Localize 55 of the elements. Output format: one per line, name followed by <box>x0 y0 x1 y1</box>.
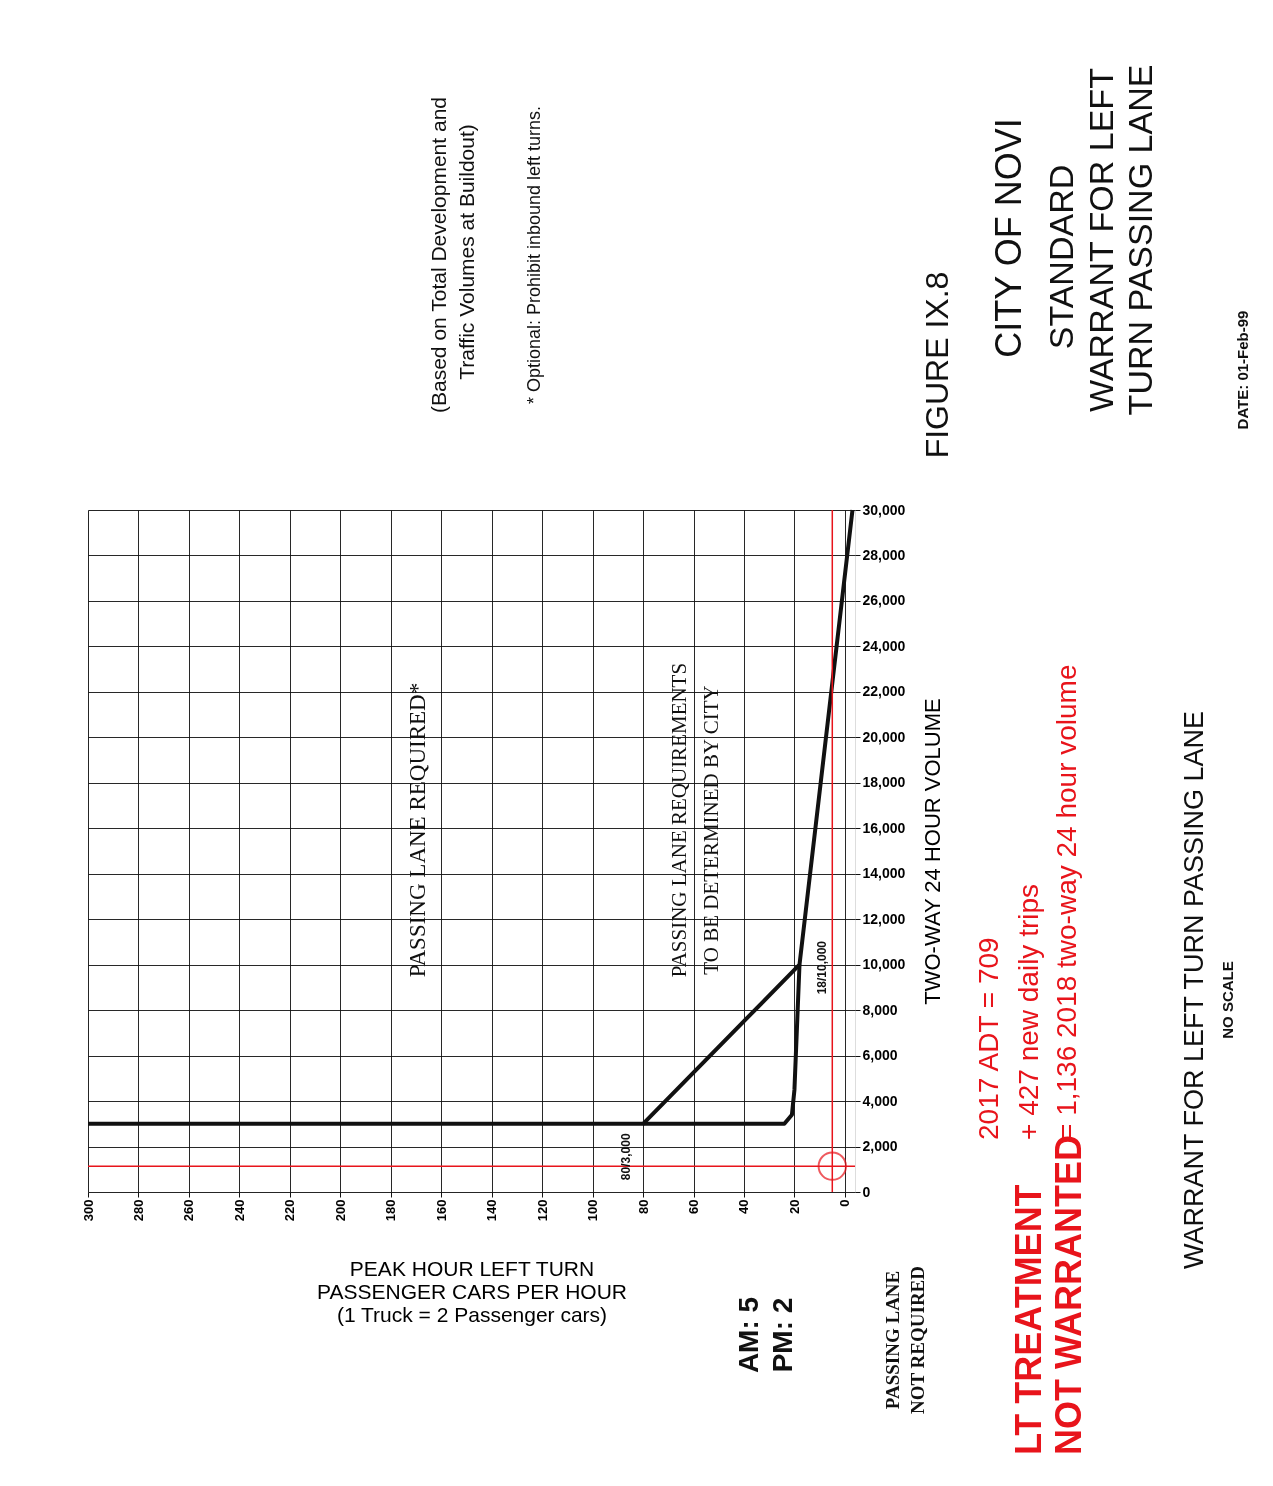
x-axis-title: PEAK HOUR LEFT TURN PASSENGER CARS PER HOUR (1 Truck = 2 Passenger cars) <box>316 1257 628 1327</box>
y-tick-label: 6,000 <box>862 1047 898 1064</box>
y-tick-label: 12,000 <box>862 910 906 927</box>
x-tick-label: 220 <box>282 1199 298 1222</box>
text: CITY OF NOVI <box>988 118 1029 358</box>
text: NOT REQUIRED <box>907 1266 928 1414</box>
x-tick-label: 100 <box>585 1199 601 1222</box>
x-tick-label: 20 <box>786 1199 802 1214</box>
text: DATE: 01-Feb-99 <box>1234 310 1251 430</box>
text: PM: 2 <box>767 1297 798 1373</box>
x-tick-label: 40 <box>736 1199 752 1214</box>
x-tick-label: 0 <box>837 1199 853 1207</box>
text: Traffic Volumes at Buildout) <box>455 124 478 380</box>
text: NO SCALE <box>1219 961 1236 1039</box>
annotation: 18/10,000 <box>815 940 830 995</box>
text: FIGURE IX.8 <box>919 271 955 459</box>
y-tick-label: 16,000 <box>862 819 906 836</box>
text: 2017 ADT = 709 <box>973 937 1004 1140</box>
y-tick-label: 24,000 <box>862 637 906 654</box>
y-tick-label: 0 <box>862 1183 871 1200</box>
x-tick-label: 240 <box>231 1199 247 1222</box>
x-tick-label: 140 <box>484 1199 500 1222</box>
y-tick-label: 10,000 <box>862 956 906 973</box>
annotation: TO BE DETERMINED BY CITY <box>699 685 723 975</box>
text: * Optional: Prohibit inbound left turns. <box>524 105 544 405</box>
x-tick-label: 200 <box>332 1199 348 1222</box>
x-tick-label: 60 <box>686 1199 702 1214</box>
y-tick-label: 28,000 <box>862 546 906 563</box>
annotation: 80/3,000 <box>619 1133 634 1181</box>
y-tick-label: 18,000 <box>862 774 906 791</box>
text: (Based on Total Development and <box>427 97 450 413</box>
x-tick-label: 300 <box>80 1199 96 1222</box>
text: + 427 new daily trips <box>1013 883 1044 1140</box>
y-tick-label: 22,000 <box>862 683 906 700</box>
x-tick-label: 160 <box>433 1199 449 1222</box>
y-tick-label: 2,000 <box>862 1138 898 1155</box>
text: PASSING LANE <box>882 1270 903 1410</box>
text: LT TREATMENT <box>1008 1184 1049 1455</box>
text: WARRANT FOR LEFT TURN PASSING LANE <box>1179 710 1209 1270</box>
annotation: PASSING LANE REQUIREMENTS <box>667 662 691 978</box>
annotation: PASSING LANE REQUIRED* <box>405 682 430 978</box>
x-tick-label: 260 <box>181 1199 197 1222</box>
y-axis-title: TWO-WAY 24 HOUR VOLUME <box>920 698 946 1005</box>
y-tick-label: 8,000 <box>862 1001 898 1018</box>
text: AM: 5 <box>733 1296 764 1374</box>
x-tick-label: 280 <box>130 1199 146 1222</box>
y-tick-label: 26,000 <box>862 592 906 609</box>
y-tick-label: 20,000 <box>862 728 906 745</box>
x-tick-label: 180 <box>383 1199 399 1222</box>
y-tick-label: 14,000 <box>862 865 906 882</box>
x-tick-label: 120 <box>534 1199 550 1222</box>
y-tick-label: 4,000 <box>862 1092 898 1109</box>
y-tick-label: 30,000 <box>862 501 906 518</box>
text: STANDARD WARRANT FOR LEFT TURN PASSING LANE <box>1042 64 1159 416</box>
x-tick-label: 80 <box>635 1199 651 1214</box>
